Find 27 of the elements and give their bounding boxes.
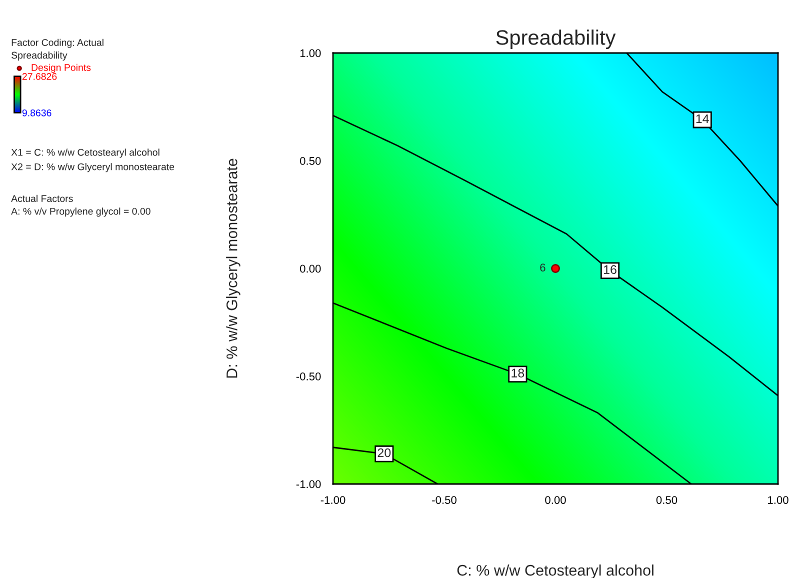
text: X2 = D: % w/w Glyceryl monostearate — [11, 163, 174, 172]
text: X1 = C: % w/w Cetostearyl alcohol — [11, 148, 160, 158]
x-tick-label: 1.00 — [768, 496, 788, 504]
color-bar-title: Spreadability — [12, 52, 68, 61]
text: Actual Factors — [11, 194, 73, 202]
legend-label: Design Points — [32, 64, 91, 73]
x-tick-label: 0.50 — [656, 496, 678, 504]
y-tick-label: -1.00 — [296, 480, 321, 488]
color-bar-label: 27.6826 — [22, 73, 57, 80]
text: Factor Coding: Actual — [12, 38, 104, 48]
series-label: 16 — [604, 265, 616, 274]
annotation: 6 — [540, 264, 546, 272]
chart-title: Spreadability — [496, 30, 616, 49]
y-tick-label: -0.50 — [296, 372, 321, 380]
x-tick-label: -0.50 — [432, 496, 456, 504]
text: A: % v/v Propylene glycol = 0.00 — [11, 208, 150, 217]
series-label: 14 — [696, 114, 709, 124]
y-axis-title: D: % w/w Glyceryl monostearate — [226, 158, 240, 378]
y-tick-label: 1.00 — [300, 49, 321, 58]
point — [551, 264, 560, 273]
x-tick-label: -1.00 — [320, 496, 346, 504]
color-bar-label: 9.8636 — [22, 109, 52, 116]
y-tick-label: 0.50 — [300, 157, 321, 165]
y-tick-label: 0.00 — [300, 264, 321, 273]
series-label: 18 — [512, 368, 524, 378]
x-tick-label: 0.00 — [545, 496, 566, 504]
series-label: 20 — [378, 448, 391, 458]
